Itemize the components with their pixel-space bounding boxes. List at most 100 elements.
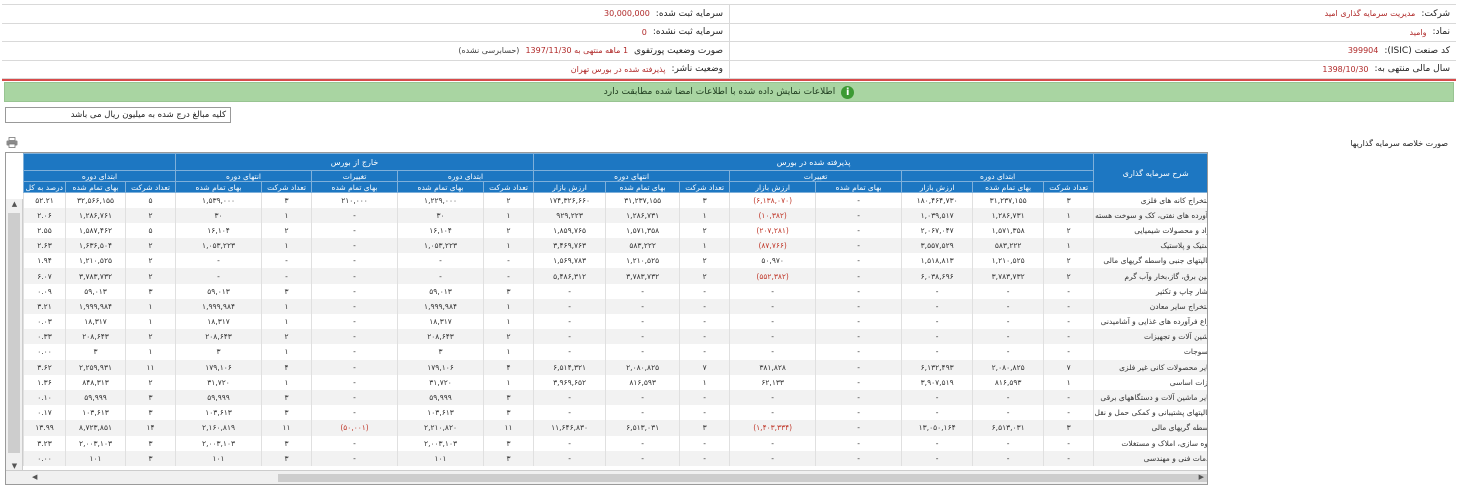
table-cell: (۱۰,۳۸۲) — [729, 207, 816, 223]
col-cost[interactable]: بهای تمام شده — [175, 181, 263, 193]
table-cell: ۱ — [261, 207, 312, 223]
table-cell: - — [729, 314, 816, 330]
table-cell: - — [815, 389, 902, 406]
table-row[interactable]: فلزات اساسی۱۸۱۶,۵۹۳۳,۹۰۷,۵۱۹-۶۲,۱۳۳۱۸۱۶,… — [22, 374, 1207, 390]
table-row[interactable]: سایر ماشین آلات و دستگاههای برقی - - - - - - - -… — [22, 389, 1207, 406]
table-row[interactable]: انبوه سازی، املاک و مستغلات - - - - - - - -۳ ۲,۰۰… — [22, 435, 1207, 451]
table-cell: - — [972, 344, 1044, 360]
table-cell: ۳ — [261, 435, 312, 451]
col-cost[interactable]: بهای تمام شده — [972, 181, 1045, 193]
table-row[interactable]: استخراج کانه های فلزی ۳ ۳۱,۲۳۷,۱۵۵ ۱۸۰,۴۶۴,… — [22, 192, 1207, 208]
table-cell: ۳ — [261, 389, 312, 406]
table-row[interactable]: سایر محصولات کانی غیر فلزی ۷ ۲,۰۸۰,۸۲۵ ۶,۱۳… — [22, 359, 1207, 375]
table-cell: ۲.۶۳ — [22, 238, 66, 254]
table-cell: ۱ — [261, 374, 312, 390]
table-cell: - — [605, 389, 680, 406]
table-cell: ۱۷۹,۱۰۶ — [175, 359, 262, 375]
table-cell: ۳ — [679, 420, 730, 436]
table-cell: ۱,۵۷۱,۳۵۸ — [972, 222, 1044, 239]
table-cell: - — [901, 314, 973, 330]
scroll-left-icon[interactable]: ◀ — [32, 473, 38, 481]
row-description: لاستیک و پلاستیک — [1093, 238, 1207, 254]
table-cell: ۹۲۹,۲۲۳ — [533, 207, 606, 223]
table-cell: ۲ — [679, 222, 730, 239]
table-cell: ۳ — [175, 344, 262, 360]
col-percent[interactable]: درصد به کل — [22, 181, 67, 193]
table-row[interactable]: تامین برق، گاز،بخار وآب گرم ۲ ۳,۷۸۳,۷۳۲ ۶,۰… — [22, 268, 1207, 284]
table-cell: ۱۸,۳۱۷ — [65, 314, 126, 330]
horizontal-scroll-thumb[interactable] — [278, 474, 1207, 482]
table-cell: ۱ — [483, 298, 534, 314]
table-cell: - — [815, 450, 902, 466]
table-row[interactable]: فرآورده های نفتی، کک و سوخت هسته ای۱۱,۲۸… — [22, 207, 1207, 223]
vertical-scroll-thumb[interactable] — [8, 213, 20, 453]
table-cell: ۶,۱۳۲,۴۹۳ — [901, 359, 973, 375]
table-cell: ۱ — [679, 374, 730, 390]
col-count[interactable]: تعداد شرکت — [483, 181, 535, 193]
table-row[interactable]: انواع فرآورده های غذایی و آشامیدنی - - - - - -… — [22, 314, 1207, 330]
col-market[interactable]: ارزش بازار — [533, 181, 607, 193]
total-start-header: ابتدای دوره — [22, 170, 177, 182]
table-cell: ۳,۵۵۷,۵۲۹ — [901, 238, 973, 254]
scroll-down-icon[interactable]: ▼ — [11, 462, 18, 470]
table-cell: ۱ — [483, 344, 534, 360]
col-count[interactable]: تعداد شرکت — [679, 181, 731, 193]
table-row[interactable]: انتشار چاپ و تکثیر--------۳۵۹,۰۱۳-۳۵۹,۰۱… — [22, 283, 1207, 299]
table-row[interactable]: فعالیتهای جنبی واسطه گریهای مالی ۲ ۱,۲۱۰,۵… — [22, 253, 1207, 269]
col-market[interactable]: ارزش بازار — [901, 181, 974, 193]
table-cell: ۱ — [483, 314, 534, 330]
printer-icon[interactable] — [6, 137, 18, 148]
vertical-scrollbar[interactable]: ▲ ▼ — [6, 199, 23, 471]
table-cell: ۲.۵۵ — [22, 222, 66, 239]
col-count[interactable]: تعداد شرکت — [261, 181, 313, 193]
col-cost[interactable]: بهای تمام شده — [65, 181, 127, 193]
table-cell: - — [605, 344, 680, 360]
table-row[interactable]: مواد و محصولات شیمیایی ۲ ۱,۵۷۱,۳۵۸ ۲,۰۶۷,۰۴… — [22, 222, 1207, 239]
col-cost[interactable]: بهای تمام شده — [397, 181, 485, 193]
table-cell: - — [729, 298, 816, 314]
table-cell: - — [1043, 389, 1094, 406]
horizontal-scrollbar[interactable]: ◀ ▶ — [6, 470, 1207, 484]
table-cell: ۱ — [261, 344, 312, 360]
info-label: وضعیت ناشر: — [671, 64, 723, 75]
col-market[interactable]: ارزش بازار — [729, 181, 817, 193]
row-description: فرآورده های نفتی، کک و سوخت هسته ای — [1093, 207, 1207, 223]
table-cell: ۱ — [261, 238, 312, 254]
table-cell: ۱ — [1043, 238, 1094, 254]
table-cell: - — [311, 435, 398, 451]
info-row: شرکت: مدیریت سرمایه گذاری امید سرمایه ثبت … — [2, 5, 1456, 24]
table-cell: - — [1043, 298, 1094, 314]
info-label: سرمایه ثبت نشده: — [652, 27, 723, 38]
table-cell: ۲,۰۰۳,۱۰۳ — [65, 435, 126, 451]
table-cell: ۲,۰۰۳,۱۰۳ — [397, 435, 484, 451]
table-row[interactable]: فعالیتهای پشتیبانی و کمکی حمل و نقل و آژ… — [22, 405, 1207, 421]
scroll-right-icon[interactable]: ▶ — [1198, 473, 1204, 481]
table-cell: - — [729, 389, 816, 406]
col-count[interactable]: تعداد شرکت — [1043, 181, 1095, 193]
table-cell: ۲۰۸,۶۴۳ — [175, 329, 262, 345]
table-cell: ۱ — [125, 298, 176, 314]
table-row[interactable]: استخراج سایر معادن--------۱۱,۹۹۹,۹۸۴-۱۱,… — [22, 298, 1207, 314]
table-row[interactable]: واسطه گریهای مالی۳۶,۵۱۳,۰۳۱۱۳,۰۵۰,۱۶۴-(۱… — [22, 420, 1207, 436]
col-cost[interactable]: بهای تمام شده — [815, 181, 903, 193]
table-cell: - — [533, 283, 606, 299]
table-cell: - — [972, 405, 1044, 421]
col-count[interactable]: تعداد شرکت — [125, 181, 177, 193]
table-cell: - — [679, 298, 730, 314]
table-cell: ۲ — [679, 253, 730, 269]
table-cell: - — [815, 298, 902, 314]
table-row[interactable]: ماشین آلات و تجهیزات - - - - - - - -۲ ۲۰۸,۶۴۳-۲ ۲۰… — [22, 329, 1207, 345]
info-cell-right: نماد: وامید — [729, 23, 1456, 41]
table-cell: - — [815, 314, 902, 330]
table-cell: ۱۱ — [261, 420, 312, 436]
col-cost[interactable]: بهای تمام شده — [605, 181, 681, 193]
col-cost[interactable]: بهای تمام شده — [311, 181, 399, 193]
table-cell: ۳,۷۸۳,۷۳۲ — [65, 268, 126, 284]
table-cell: - — [1043, 405, 1094, 421]
table-row[interactable]: خدمات فنی و مهندسی - - - - - - - -۳ ۱۰۱-۳ ۱۰۱ ۳ ۱۰۱ ۰… — [22, 450, 1207, 466]
scroll-up-icon[interactable]: ▲ — [11, 200, 18, 208]
total-group-header — [22, 153, 177, 171]
table-cell: ۳ — [1043, 420, 1094, 436]
table-row[interactable]: لاستیک و پلاستیک۱۵۸۳,۲۲۲۳,۵۵۷,۵۲۹-(۸۷,۷۶… — [22, 238, 1207, 254]
